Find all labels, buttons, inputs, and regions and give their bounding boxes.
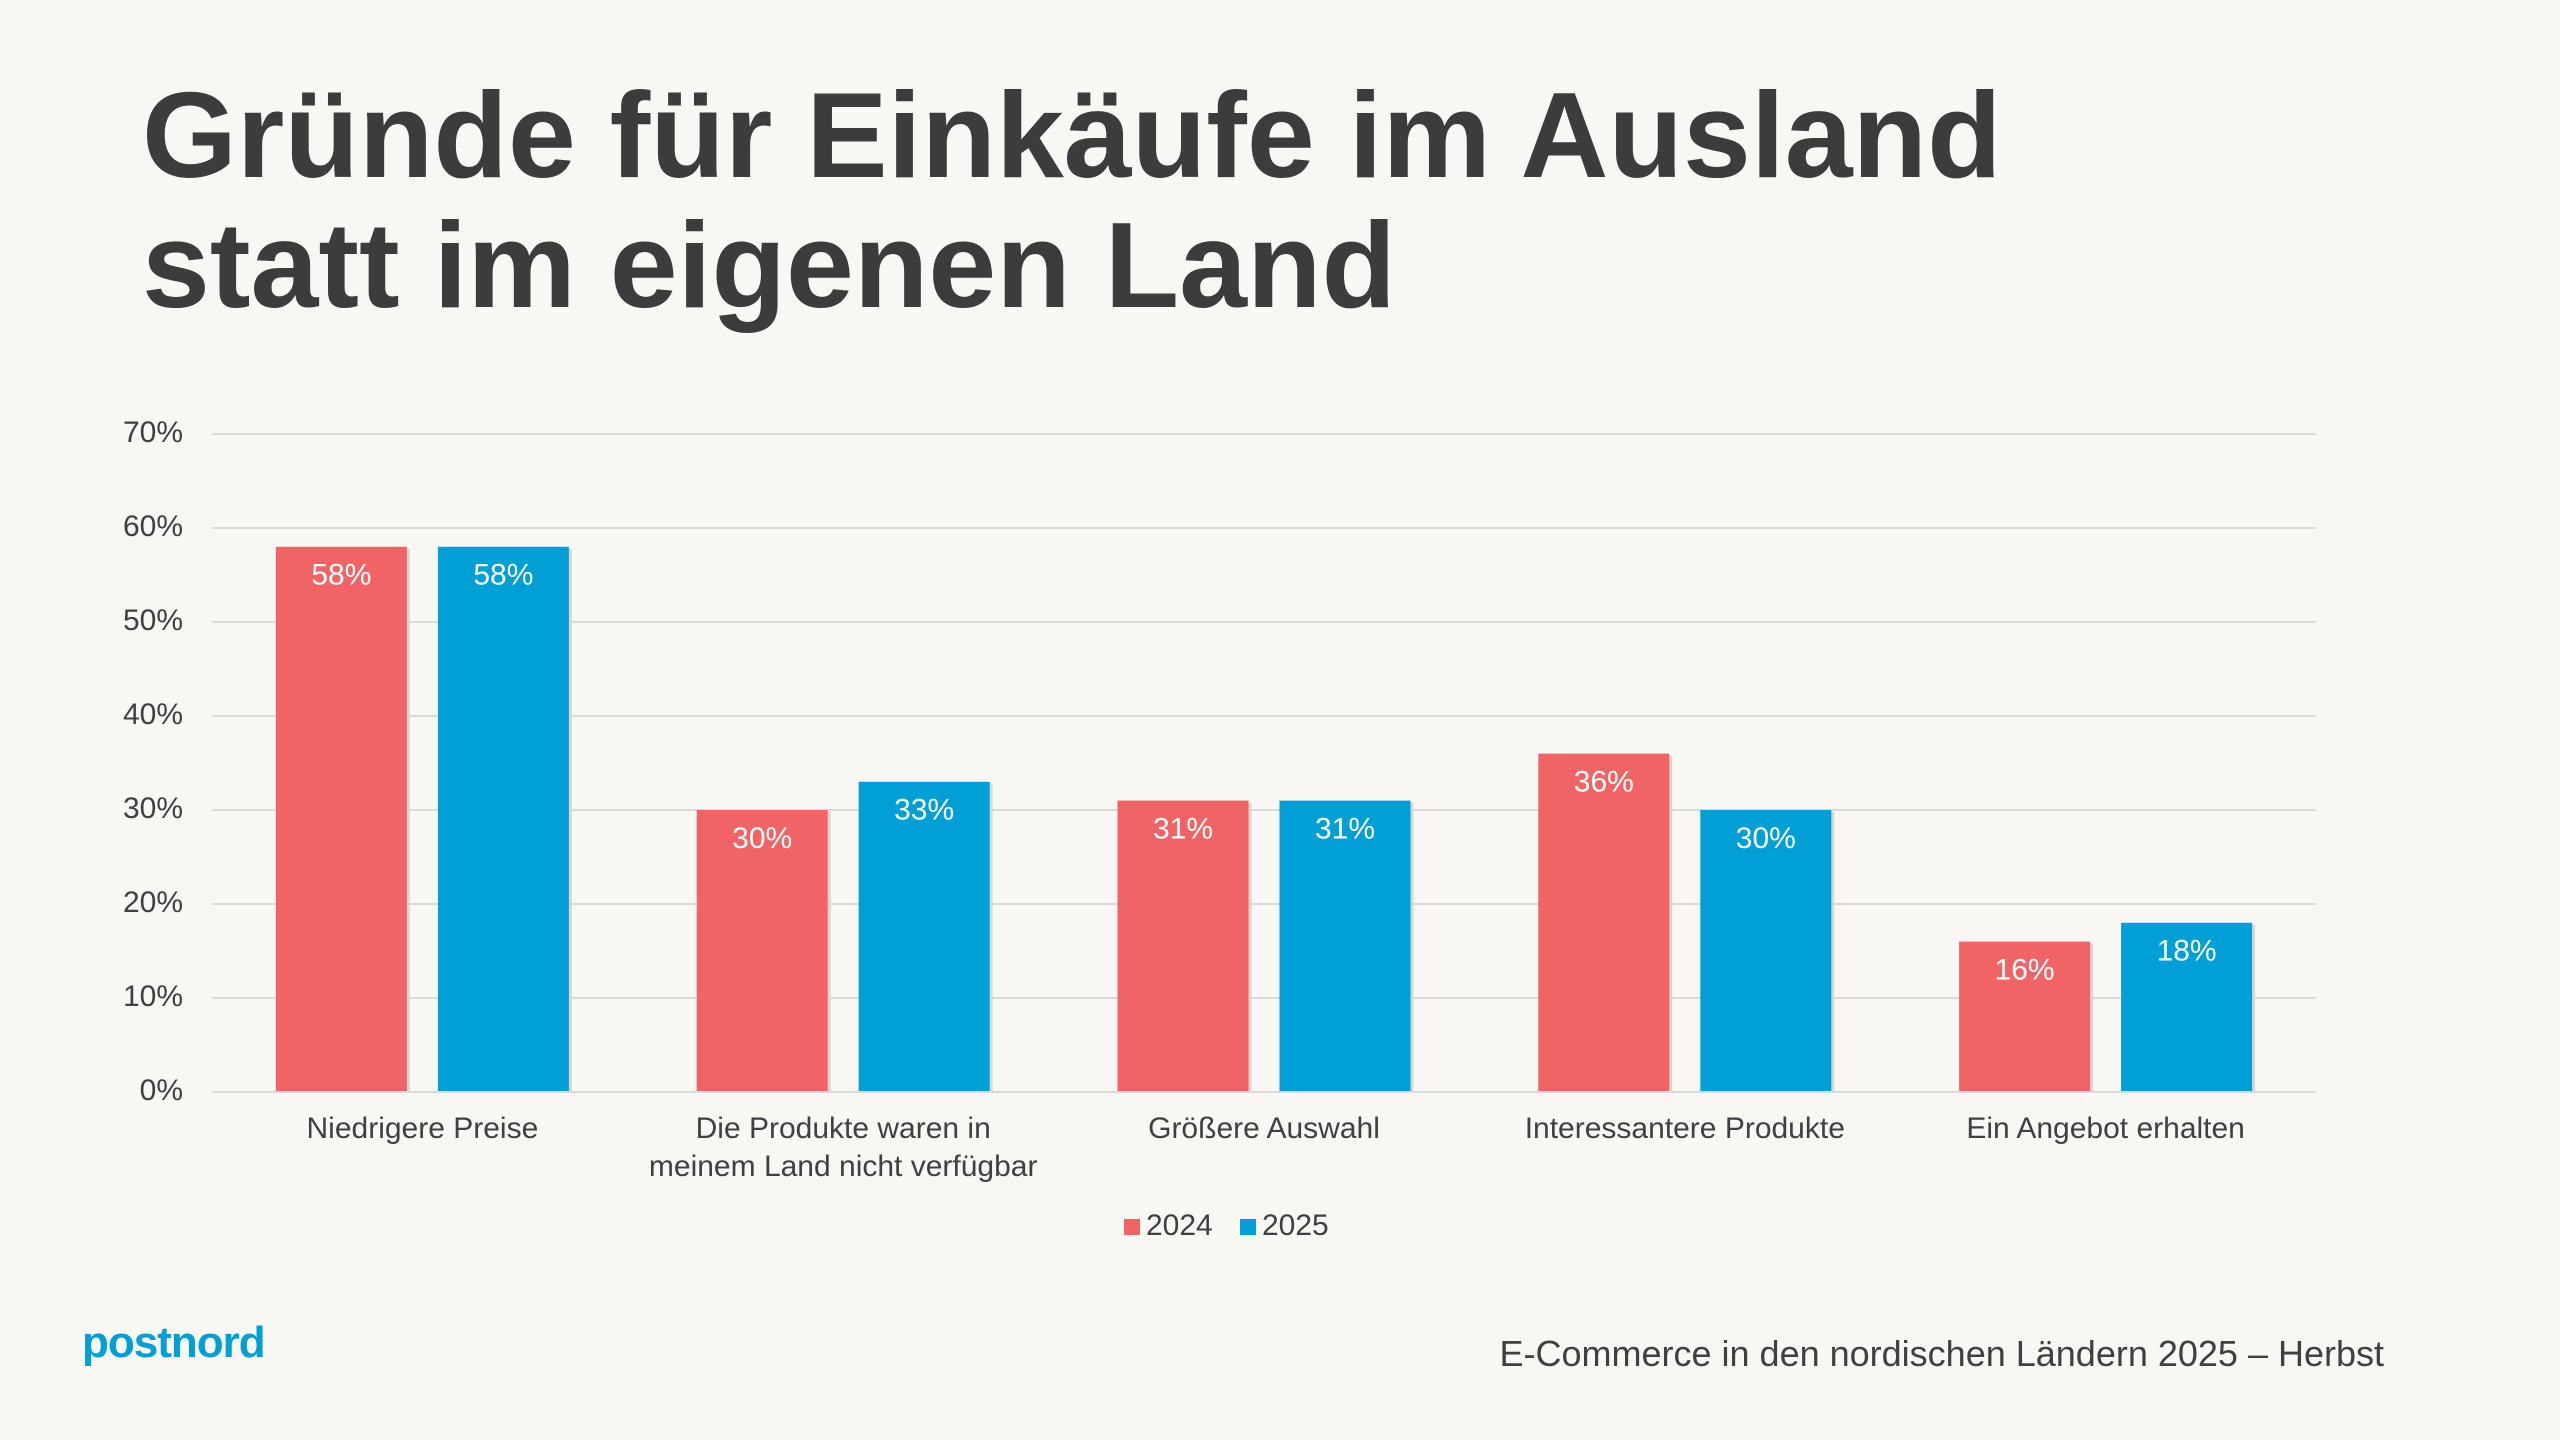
bar xyxy=(696,810,828,1092)
chart-title: Gründe für Einkäufe im Ausland statt im … xyxy=(142,67,2002,333)
bar xyxy=(1117,800,1249,1092)
legend-swatch xyxy=(1124,1219,1140,1235)
bar xyxy=(1700,810,1832,1092)
footer: E-Commerce in den nordischen Ländern 202… xyxy=(1499,1333,2385,1374)
value-label: 16% xyxy=(1995,954,2055,987)
legend-label: 2025 xyxy=(1262,1209,1329,1242)
bar xyxy=(1959,941,2091,1092)
x-tick-label: Größere Auswahl xyxy=(1148,1112,1380,1145)
value-label: 36% xyxy=(1574,766,1634,799)
y-tick-label: 30% xyxy=(123,792,183,825)
y-tick-label: 40% xyxy=(123,698,183,731)
x-tick-label: Die Produkte waren in meinem Land nicht … xyxy=(648,1112,1038,1183)
x-tick-label: Ein Angebot erhalten xyxy=(1966,1112,2245,1145)
value-label: 31% xyxy=(1153,813,1213,846)
logo: postnord xyxy=(82,1318,266,1367)
bar xyxy=(858,781,990,1092)
value-label: 31% xyxy=(1315,813,1375,846)
value-label: 58% xyxy=(473,559,533,592)
value-label: 33% xyxy=(894,794,954,827)
legend-label: 2024 xyxy=(1146,1209,1213,1242)
value-label: 30% xyxy=(1736,822,1796,855)
y-tick-label: 50% xyxy=(123,604,183,637)
y-tick-label: 0% xyxy=(140,1074,183,1107)
bar xyxy=(2121,922,2253,1092)
y-tick-label: 70% xyxy=(123,416,183,449)
y-tick-label: 10% xyxy=(123,980,183,1013)
bar xyxy=(275,546,407,1092)
x-tick-label: Interessantere Produkte xyxy=(1524,1112,1845,1145)
bar xyxy=(1538,753,1670,1092)
y-tick-label: 20% xyxy=(123,886,183,919)
value-label: 30% xyxy=(732,822,792,855)
bar xyxy=(437,546,569,1092)
x-tick-label: Niedrigere Preise xyxy=(306,1112,539,1145)
value-label: 58% xyxy=(311,559,371,592)
y-tick-label: 60% xyxy=(123,510,183,543)
bar xyxy=(1279,800,1411,1092)
value-label: 18% xyxy=(2157,935,2217,968)
legend-swatch xyxy=(1240,1219,1256,1235)
